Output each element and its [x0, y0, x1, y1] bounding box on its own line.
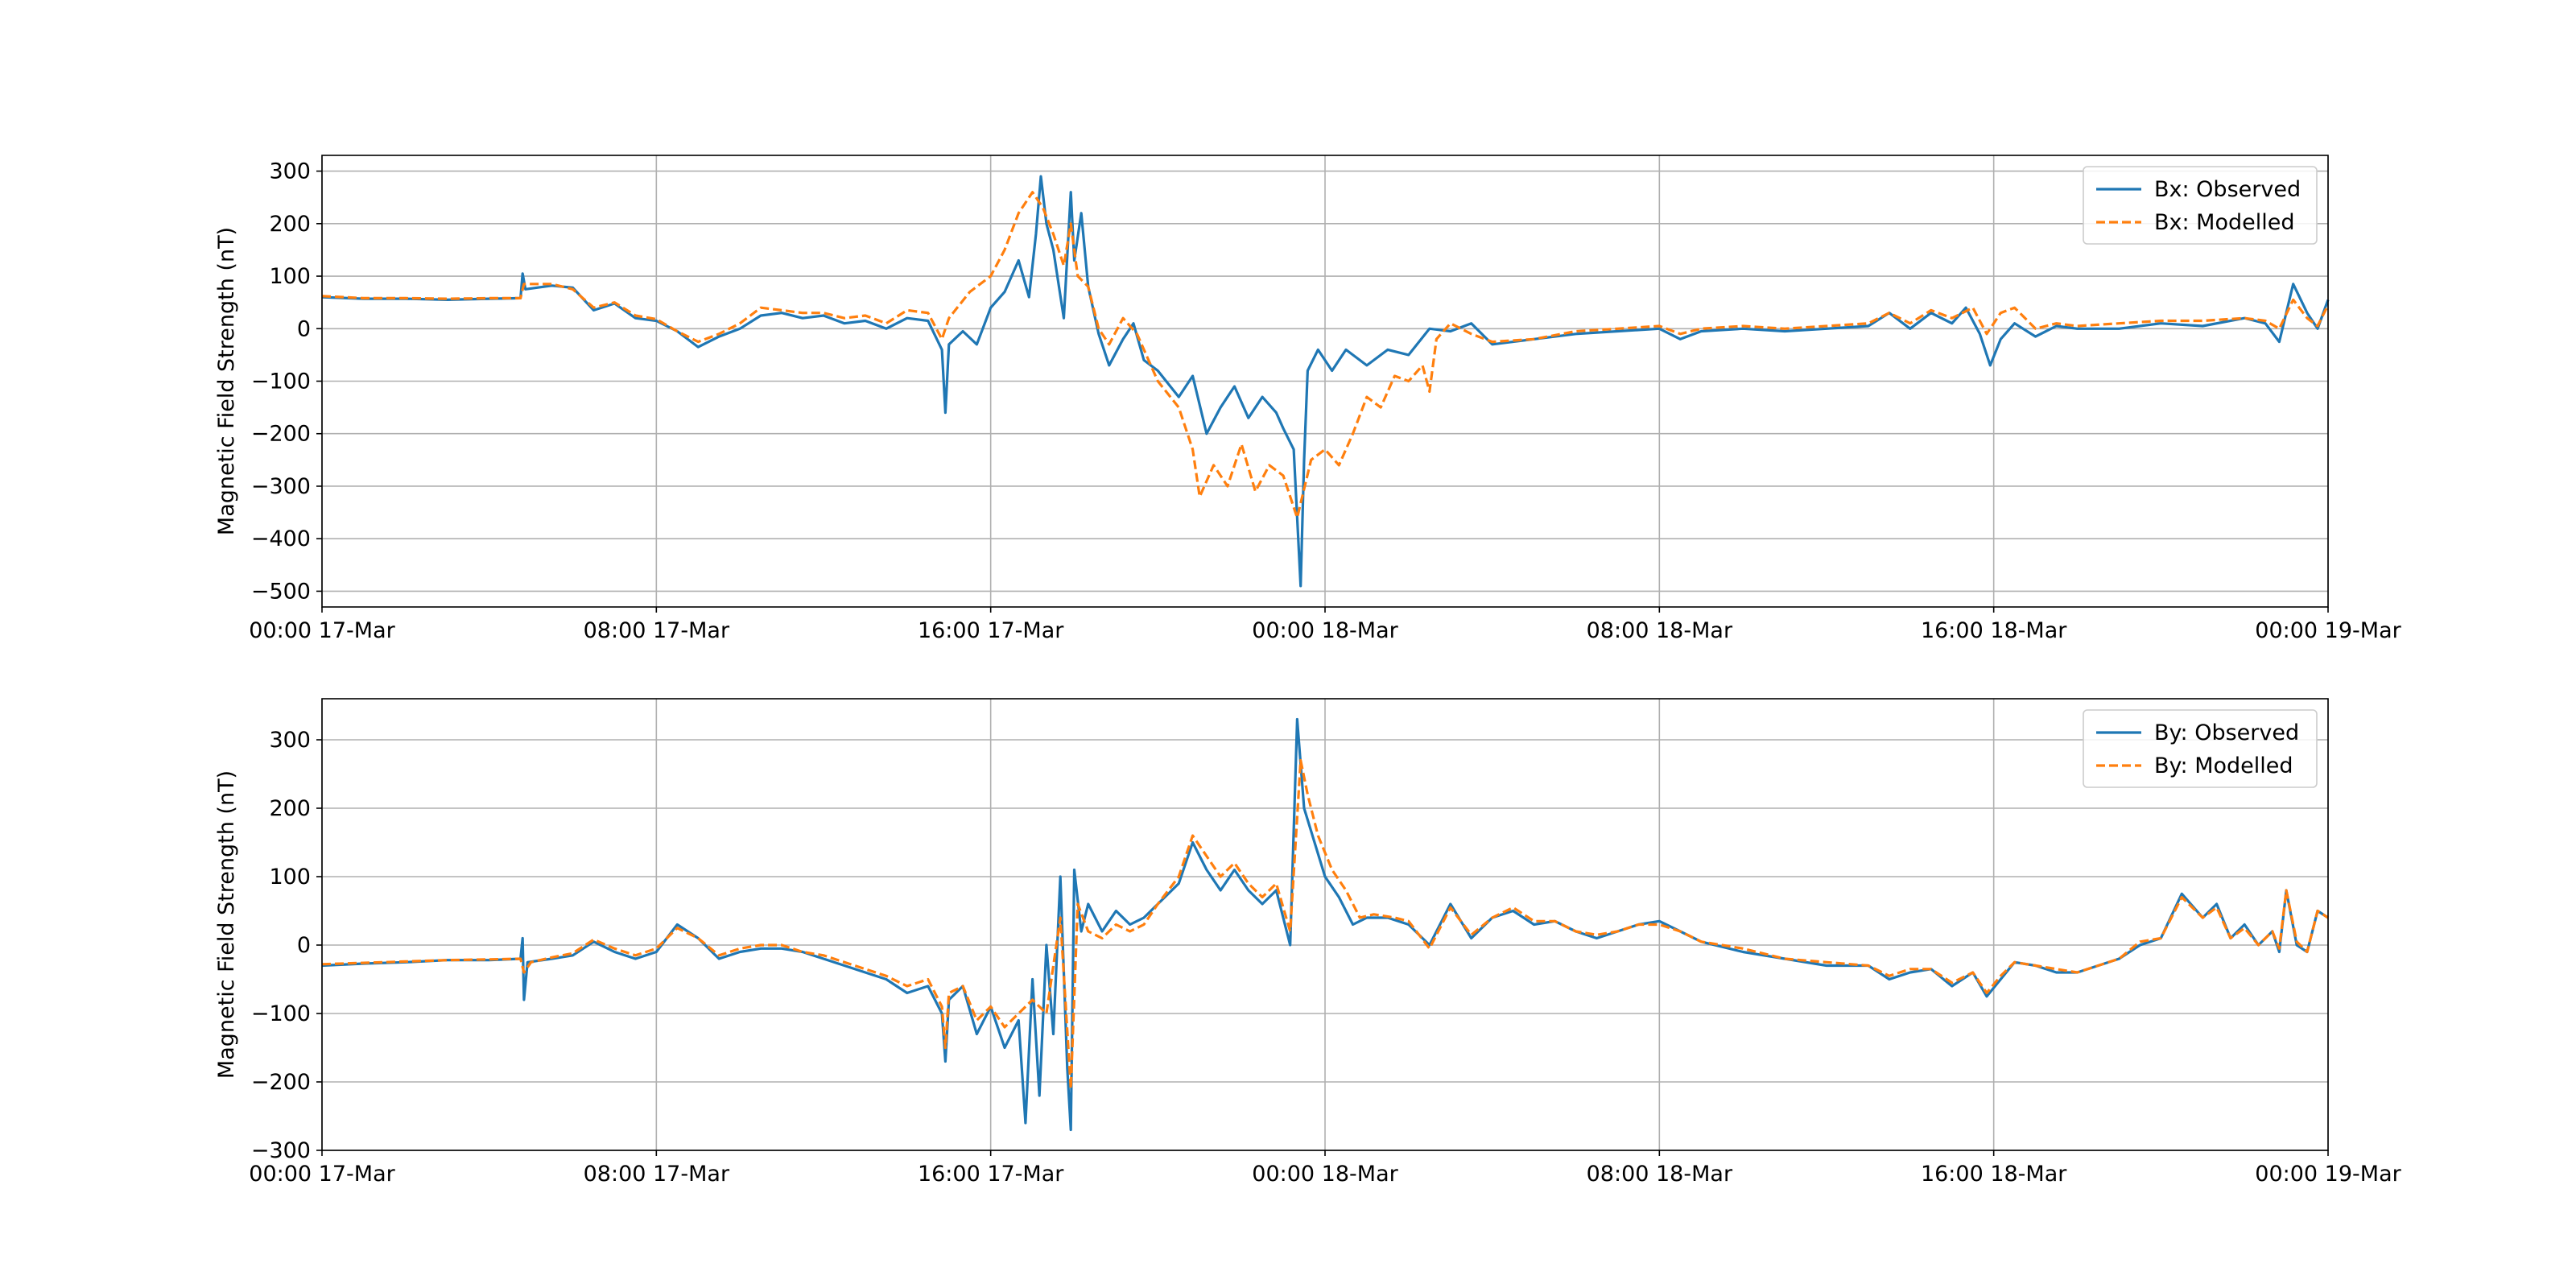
y-tick-label: −300 [251, 474, 311, 499]
x-tick-label: 08:00 18-Mar [1587, 618, 1733, 643]
x-tick-label: 00:00 19-Mar [2255, 618, 2401, 643]
legend-label: Bx: Observed [2154, 177, 2301, 202]
subplot-1: 00:00 17-Mar 08:00 17-Mar 16:00 17-Mar 00:0… [214, 155, 2402, 643]
series-line-modelled [321, 758, 2329, 1091]
series-line-modelled [321, 191, 2330, 519]
x-tick-label: 00:00 18-Mar [1252, 618, 1398, 643]
legend: Bx: Observed Bx: Modelled [2083, 166, 2318, 245]
x-tick-label: 16:00 18-Mar [1921, 618, 2067, 643]
legend: By: Observed By: Modelled [2083, 709, 2318, 788]
y-tick-label: −200 [251, 1070, 311, 1095]
x-tick-label: 00:00 18-Mar [1252, 1162, 1398, 1187]
series-line-observed [321, 175, 2330, 588]
y-tick-label: 300 [269, 728, 311, 753]
legend-label: By: Observed [2154, 720, 2299, 745]
x-tick-label: 08:00 17-Mar [584, 618, 730, 643]
y-tick-label: 300 [269, 159, 311, 184]
y-tick-label: 100 [269, 865, 311, 890]
series-line-observed [321, 717, 2329, 1132]
legend-label: Bx: Modelled [2154, 210, 2295, 235]
x-tick-label: 16:00 18-Mar [1921, 1162, 2067, 1187]
legend-frame [2083, 166, 2318, 245]
y-tick-label: 0 [297, 316, 311, 341]
y-tick-label: −300 [251, 1138, 311, 1163]
y-tick-label: 100 [269, 264, 311, 289]
y-tick-label: −200 [251, 422, 311, 447]
y-tick-label: −100 [251, 369, 311, 394]
x-tick-label: 16:00 17-Mar [918, 618, 1064, 643]
x-tick-label: 08:00 17-Mar [584, 1162, 730, 1187]
subplots: 00:00 17-Mar 08:00 17-Mar 16:00 17-Mar 00:0… [214, 155, 2402, 1187]
legend-frame [2083, 709, 2318, 788]
y-tick-label: 0 [297, 933, 311, 958]
x-tick-label: 16:00 17-Mar [918, 1162, 1064, 1187]
y-tick-label: −500 [251, 579, 311, 604]
y-axis-label: Magnetic Field Strength (nT) [214, 770, 239, 1079]
legend-label: By: Modelled [2154, 753, 2293, 778]
subplot-2: 00:00 17-Mar 08:00 17-Mar 16:00 17-Mar 00:0… [214, 698, 2402, 1187]
x-tick-label: 08:00 18-Mar [1587, 1162, 1733, 1187]
y-axis-label: Magnetic Field Strength (nT) [214, 227, 239, 535]
y-tick-label: −400 [251, 526, 311, 551]
x-tick-label: 00:00 19-Mar [2255, 1162, 2401, 1187]
y-tick-label: 200 [269, 796, 311, 821]
y-tick-label: −100 [251, 1001, 311, 1026]
y-tick-label: 200 [269, 212, 311, 237]
x-tick-label: 00:00 17-Mar [249, 618, 395, 643]
x-tick-label: 00:00 17-Mar [249, 1162, 395, 1187]
